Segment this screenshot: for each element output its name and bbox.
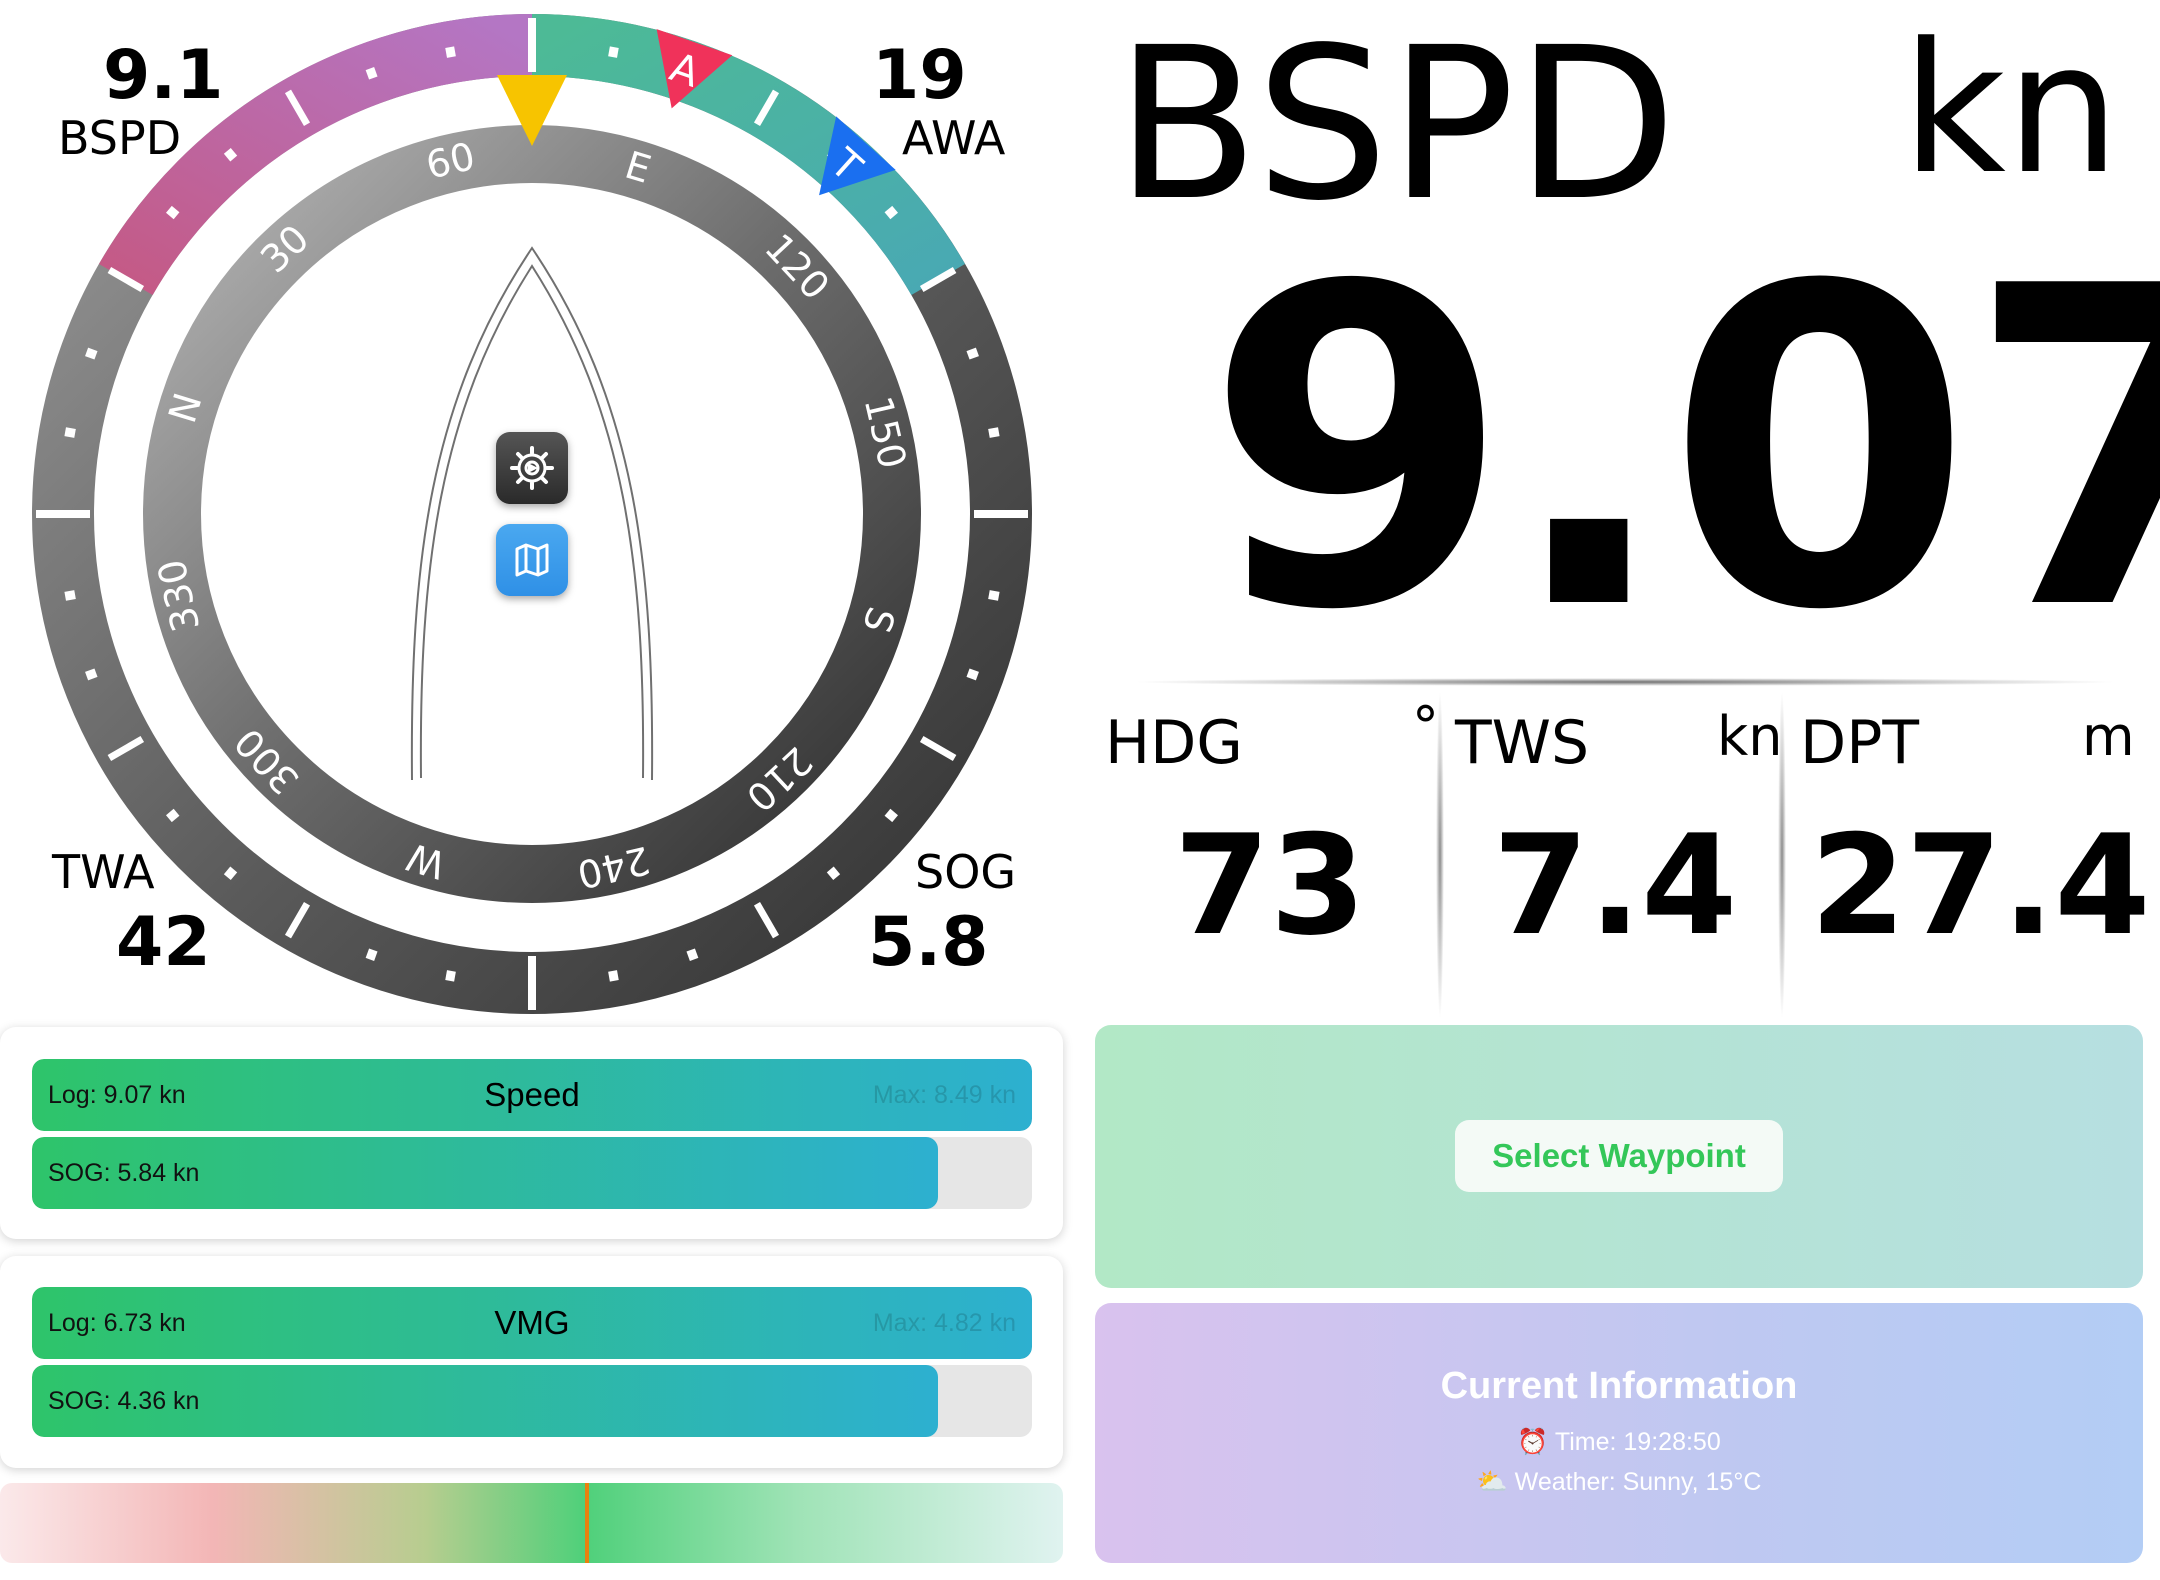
dpt-value: 27.4 [1810,805,2151,966]
vmg-title: VMG [494,1304,570,1341]
info-time: ⏰ Time: 19:28:50 [1517,1428,1721,1456]
info-title: Current Information [1440,1365,1798,1407]
bezel-tick [966,668,979,681]
bezel-tick [64,427,76,438]
bezel-tick [85,668,98,681]
bezel-tick [988,590,1000,601]
settings-button[interactable] [496,432,568,504]
bezel-tick [223,866,238,880]
twa-label: TWA [52,845,155,899]
tws-value: 7.4 [1492,805,1738,966]
vmg-card: Log: 6.73 kn VMG Max: 4.82 kn SOG: 4.36 … [0,1256,1063,1468]
current-information-panel: Current Information ⏰ Time: 19:28:50 ⛅ W… [1095,1303,2143,1563]
awa-value: 19 [872,36,967,115]
twa-value: 42 [116,903,211,982]
bezel-tick [826,866,841,880]
sog-label: SOG [915,845,1017,899]
speed-sog-text: SOG: 5.84 kn [48,1159,200,1187]
bspd-label: BSPD [58,111,182,165]
speed-log-fill [32,1059,1032,1131]
map-icon [515,543,549,577]
bezel-tick [988,427,1000,438]
bezel-tick [107,735,145,762]
vmg-sog-fill [32,1365,938,1437]
twa-readout: TWA 42 [52,845,211,982]
speed-log-text: Log: 9.07 kn [48,1081,186,1109]
bezel-tick [608,970,619,982]
bezel-tick [445,970,456,982]
dpt-unit: m [2082,705,2135,768]
compass-label: 60 [422,134,479,188]
vmg-log-bar: Log: 6.73 kn VMG Max: 4.82 kn [32,1287,1032,1359]
bspd-value: 9.1 [103,36,224,115]
heel-indicator-bar [0,1483,1063,1563]
bezel-tick [753,89,780,127]
tws-label: TWS [1455,708,1590,778]
compass-face [202,184,862,844]
bezel-ticks [36,18,1028,1010]
bezel-tick [85,347,98,360]
bezel-tick [919,266,957,293]
map-button[interactable] [496,524,568,596]
heel-marker [584,1483,589,1563]
hdg-unit: ° [1412,695,1439,758]
speed-title: Speed [484,1076,580,1113]
heading-marker [497,75,567,146]
main-readout-value: 9.07 [1205,194,2160,706]
bezel-tick [64,590,76,601]
compass-dial-ring [143,125,921,903]
speed-log-bar: Log: 9.07 kn Speed Max: 8.49 kn [32,1059,1032,1131]
waypoint-panel: Select Waypoint [1095,1025,2143,1288]
vmg-log-text: Log: 6.73 kn [48,1309,186,1337]
sog-readout: SOG 5.8 [868,845,1016,982]
bezel-tick [445,46,456,58]
speed-sog-fill [32,1137,938,1209]
metric-separator [1778,690,1786,1020]
vmg-max-text: Max: 4.82 kn [872,1309,1016,1337]
sog-value: 5.8 [868,903,989,982]
vmg-sog-bar: SOG: 4.36 kn [32,1365,1032,1437]
boat-outline [410,246,654,781]
bezel-tick [966,347,979,360]
tws-unit: kn [1717,705,1783,768]
bspd-readout: 9.1 BSPD [58,36,223,165]
bezel-tick [608,46,619,58]
vmg-log-fill [32,1287,1032,1359]
speed-sog-bar: SOG: 5.84 kn [32,1137,1032,1209]
bezel-tick [284,901,311,939]
speed-max-text: Max: 8.49 kn [872,1081,1016,1109]
apparent-wind-marker: A [656,29,733,109]
main-readout-title: BSPD [1115,2,1678,247]
bezel-tick [284,89,311,127]
bezel-tick [919,735,957,762]
info-weather: ⛅ Weather: Sunny, 15°C [1476,1468,1762,1496]
metrics-divider [1130,678,2120,686]
bezel-tick [884,205,898,220]
metric-separator [1436,690,1444,1020]
main-readout-unit: kn [1901,5,2120,214]
speed-card: Log: 9.07 kn Speed Max: 8.49 kn SOG: 5.8… [0,1027,1063,1239]
select-waypoint-button[interactable]: Select Waypoint [1455,1120,1783,1192]
awa-readout: 19 AWA [872,36,1005,165]
bezel-tick [166,808,180,823]
bezel-tick [686,948,699,961]
bezel-tick [753,901,780,939]
gear-icon [510,446,554,490]
vmg-sog-text: SOG: 4.36 kn [48,1387,200,1415]
bezel-tick [365,948,378,961]
hdg-label: HDG [1105,708,1243,778]
bezel-tick [166,205,180,220]
hdg-value: 73 [1173,805,1367,966]
bezel-tick [365,67,378,80]
dpt-label: DPT [1800,708,1920,778]
bezel-tick [107,266,145,293]
bezel-tick [884,808,898,823]
bezel-tick [223,148,238,162]
awa-label: AWA [902,111,1006,165]
